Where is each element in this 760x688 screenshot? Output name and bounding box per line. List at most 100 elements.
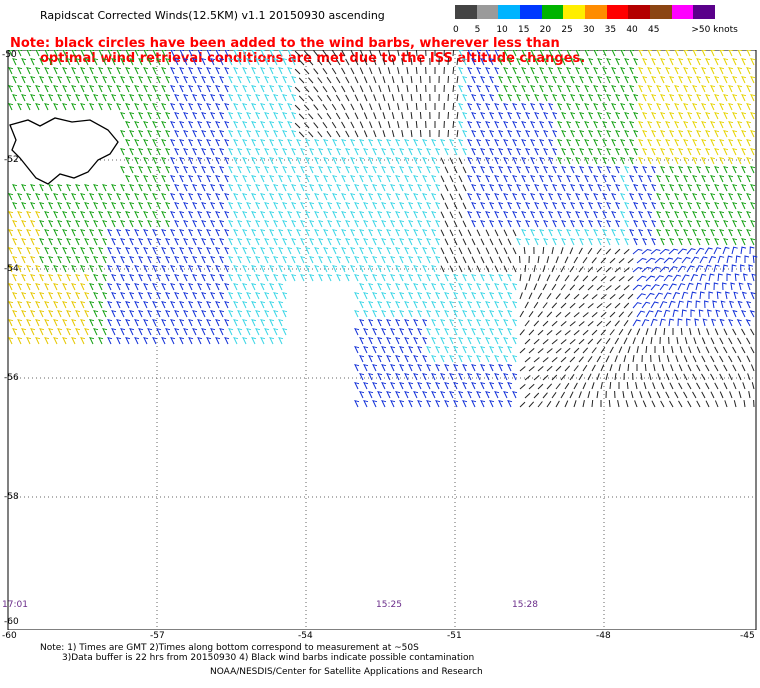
wind-barb bbox=[564, 256, 569, 264]
wind-barb bbox=[471, 309, 477, 318]
wind-barb bbox=[539, 156, 545, 165]
wind-barb bbox=[452, 50, 455, 57]
wind-barb bbox=[170, 84, 176, 93]
wind-barb bbox=[215, 102, 221, 111]
wind-barb bbox=[587, 266, 594, 273]
wind-barb bbox=[251, 210, 257, 219]
wind-barb bbox=[219, 255, 225, 264]
wind-barb bbox=[498, 309, 504, 318]
wind-barb bbox=[246, 165, 252, 174]
wind-barb bbox=[670, 364, 674, 372]
wind-barb bbox=[458, 354, 464, 363]
wind-barb bbox=[120, 273, 126, 282]
wind-barb bbox=[722, 282, 727, 291]
wind-barb bbox=[53, 246, 59, 255]
wind-barb bbox=[696, 57, 702, 66]
wind-barb bbox=[741, 57, 747, 66]
wind-barb bbox=[21, 75, 27, 84]
wind-barb bbox=[639, 391, 643, 399]
wind-barb bbox=[363, 327, 369, 336]
wind-barb bbox=[116, 318, 122, 327]
wind-barb bbox=[107, 318, 113, 327]
wind-barb bbox=[620, 120, 626, 129]
wind-barb bbox=[564, 365, 571, 372]
wind-barb bbox=[713, 264, 720, 273]
wind-barb bbox=[341, 138, 347, 147]
wind-barb bbox=[647, 192, 653, 201]
wind-barb bbox=[746, 84, 752, 93]
wind-barb bbox=[174, 201, 180, 210]
time-label-2: 15:28 bbox=[512, 600, 538, 610]
wind-barb bbox=[573, 365, 579, 372]
wind-barb bbox=[705, 237, 711, 246]
wind-barb bbox=[12, 93, 18, 102]
wind-barb bbox=[732, 309, 738, 318]
wind-barb bbox=[331, 103, 337, 111]
wind-barb bbox=[332, 156, 338, 165]
wind-barb bbox=[378, 85, 382, 93]
wind-barb bbox=[282, 309, 288, 318]
wind-barb bbox=[609, 364, 613, 372]
wind-barb bbox=[431, 156, 437, 165]
wind-barb bbox=[386, 174, 392, 183]
wind-barb bbox=[516, 129, 522, 138]
wind-barb bbox=[143, 318, 149, 327]
wind-barb bbox=[534, 165, 540, 174]
wind-barb bbox=[294, 86, 301, 93]
wind-barb bbox=[512, 229, 517, 237]
wind-barb bbox=[350, 192, 356, 201]
wind-barb bbox=[569, 339, 576, 345]
wind-barb bbox=[317, 95, 323, 102]
wind-barb bbox=[345, 219, 351, 228]
wind-barb bbox=[447, 57, 449, 66]
wind-barb bbox=[687, 382, 692, 390]
wind-barb bbox=[116, 210, 122, 219]
wind-barb bbox=[413, 192, 419, 201]
wind-barb bbox=[507, 129, 513, 138]
wind-barb bbox=[322, 104, 328, 111]
wind-barb bbox=[377, 336, 383, 345]
wind-barb bbox=[75, 291, 81, 300]
wind-barb bbox=[645, 275, 656, 282]
wind-barb bbox=[332, 264, 338, 273]
wind-barb bbox=[390, 255, 396, 264]
wind-barb bbox=[336, 201, 342, 210]
wind-barb bbox=[335, 58, 341, 66]
wind-barb bbox=[111, 93, 117, 102]
wind-barb bbox=[597, 129, 603, 138]
wind-barb bbox=[587, 321, 594, 327]
wind-barb bbox=[120, 291, 126, 300]
wind-barb bbox=[467, 174, 473, 183]
wind-barb bbox=[665, 156, 671, 165]
wind-barb bbox=[458, 336, 464, 345]
wind-barb bbox=[503, 66, 509, 75]
wind-barb bbox=[197, 120, 203, 129]
wind-barb bbox=[444, 381, 450, 390]
wind-barb bbox=[650, 318, 658, 327]
wind-barb bbox=[647, 174, 653, 183]
wind-barb bbox=[694, 318, 700, 327]
wind-barb bbox=[152, 174, 158, 183]
wind-barb bbox=[476, 210, 482, 219]
wind-barb bbox=[696, 219, 702, 228]
wind-barb bbox=[561, 93, 567, 102]
wind-barb bbox=[419, 111, 422, 120]
wind-barb bbox=[372, 291, 378, 300]
wind-barb bbox=[129, 291, 135, 300]
wind-barb bbox=[453, 166, 458, 174]
wind-barb bbox=[224, 174, 230, 183]
wind-barb bbox=[656, 156, 662, 165]
wind-barb bbox=[278, 264, 284, 273]
wind-barb bbox=[326, 112, 332, 120]
wind-barb bbox=[327, 255, 333, 264]
wind-barb bbox=[578, 373, 584, 381]
wind-barb bbox=[620, 174, 626, 183]
wind-barb bbox=[107, 264, 113, 273]
wind-barb bbox=[701, 174, 707, 183]
wind-barb bbox=[588, 201, 594, 210]
wind-barb bbox=[48, 183, 54, 192]
wind-barb bbox=[552, 165, 558, 174]
wind-barb bbox=[449, 300, 455, 309]
wind-barb bbox=[624, 75, 630, 84]
wind-barb bbox=[228, 93, 234, 102]
